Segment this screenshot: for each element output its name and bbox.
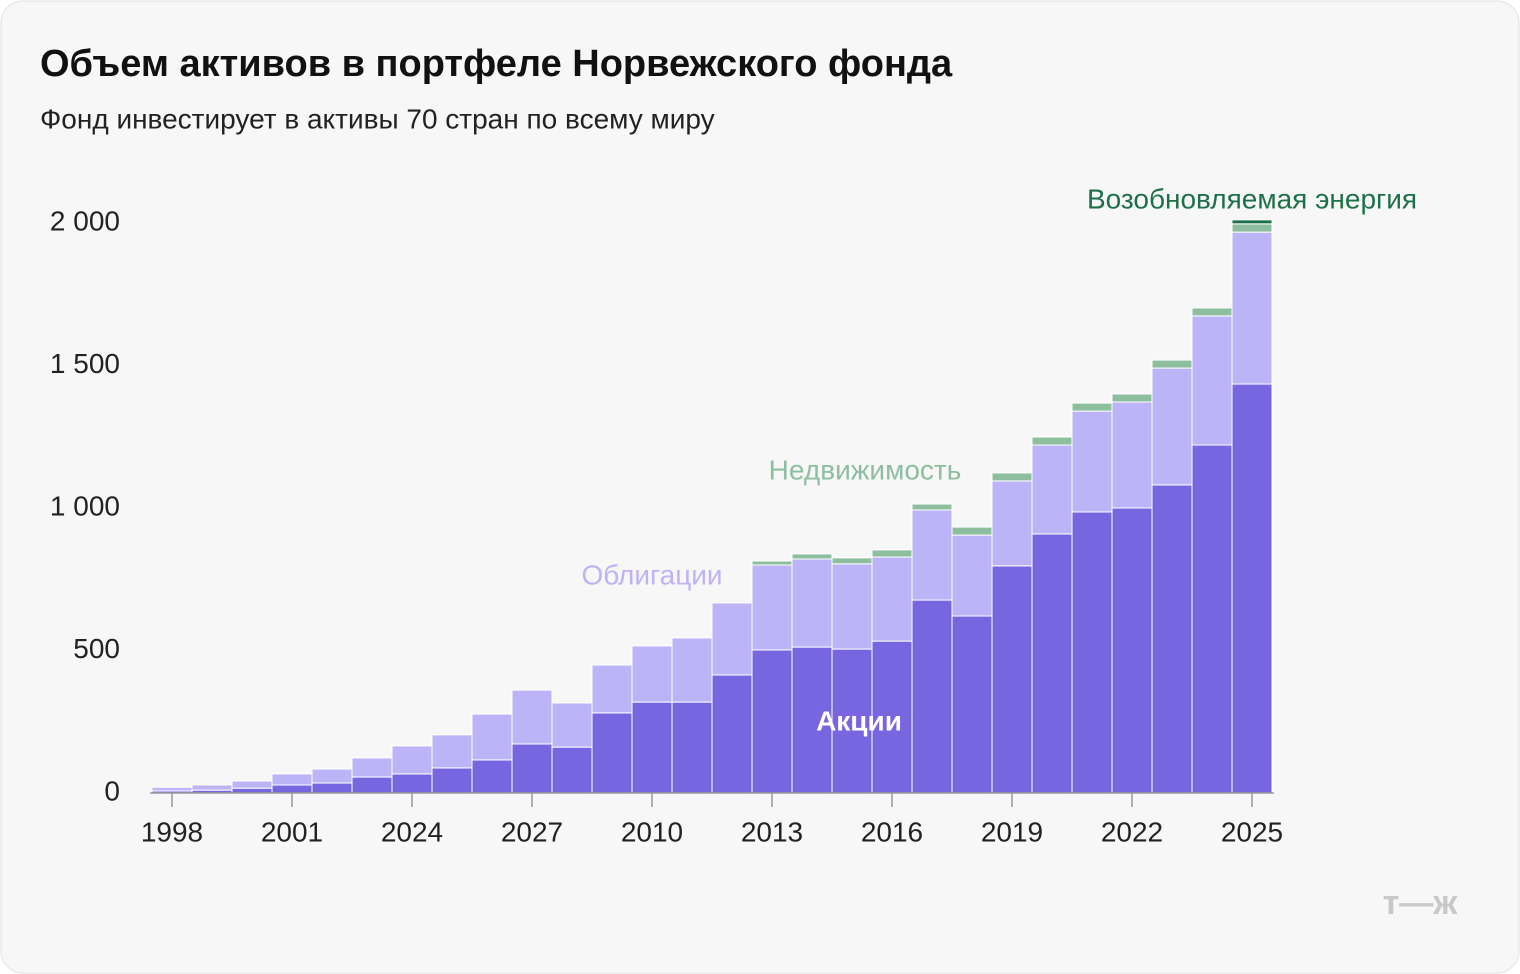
x-tick-label: 2024 (381, 816, 443, 847)
y-tick-label: 500 (73, 633, 120, 664)
x-tick-label: 2001 (261, 816, 323, 847)
bar-segment (311, 782, 353, 794)
chart-subtitle: Фонд инвестирует в активы 70 стран по вс… (40, 103, 715, 134)
bar-segment (191, 784, 233, 791)
bar-segment (791, 558, 833, 648)
series-label: Возобновляемая энергия (1087, 183, 1417, 214)
bar-segment (1071, 511, 1113, 794)
bar-segment (1231, 231, 1273, 385)
bar-segment (1231, 223, 1273, 233)
bar-segment (1151, 484, 1193, 794)
bar-segment (991, 480, 1033, 567)
bar-segment (831, 557, 873, 565)
bar-segment (671, 701, 713, 794)
bar-segment (951, 615, 993, 794)
bar-segment (991, 565, 1033, 794)
bar-segment (351, 757, 393, 778)
series-label: Акции (816, 705, 902, 736)
chart-title: Объем активов в портфеле Норвежского фон… (40, 43, 953, 85)
bar-segment (351, 776, 393, 794)
bar-segment (831, 563, 873, 650)
bar-segment (591, 712, 633, 794)
bar-segment (1031, 444, 1073, 535)
bar-segment (631, 645, 673, 703)
bar-segment (991, 472, 1033, 482)
bar-segment (271, 784, 313, 794)
bar-segment (471, 759, 513, 794)
bar-segment (1031, 533, 1073, 794)
x-tick-label: 2025 (1221, 816, 1283, 847)
bar-segment (631, 701, 673, 794)
y-tick-label: 1 500 (50, 348, 120, 379)
bar-segment (391, 773, 433, 794)
bar-segment (511, 743, 553, 794)
bar-segment (431, 767, 473, 794)
y-tick-label: 0 (104, 775, 120, 806)
bar-segment (1231, 383, 1273, 794)
bar-segment (551, 702, 593, 748)
bar-segment (591, 664, 633, 714)
bar-segment (271, 773, 313, 786)
x-tick-label: 2022 (1101, 816, 1163, 847)
bar-segment (951, 526, 993, 536)
x-tick-label: 2013 (741, 816, 803, 847)
series-label: Облигации (581, 559, 722, 590)
x-tick-label: 2016 (861, 816, 923, 847)
bar-segment (751, 649, 793, 794)
bar-segment (1111, 393, 1153, 403)
bar-segment (1191, 307, 1233, 317)
bar-segment (231, 780, 273, 789)
bar-segment (431, 734, 473, 769)
bar-segment (951, 534, 993, 617)
x-tick-label: 2010 (621, 816, 683, 847)
bar-segment (1071, 410, 1113, 513)
logo: т—ж (1383, 884, 1459, 922)
x-tick-label: 1998 (141, 816, 203, 847)
bar-segment (751, 560, 793, 566)
bar-segment (751, 564, 793, 651)
bar-segment (871, 549, 913, 558)
bar-segment (711, 674, 753, 794)
y-tick-label: 1 000 (50, 490, 120, 521)
bar-segment (311, 768, 353, 784)
bar-segment (1111, 401, 1153, 509)
bar-segment (711, 602, 753, 676)
bar-segment (1151, 359, 1193, 369)
bar-segment (911, 599, 953, 794)
bar-segment (791, 646, 833, 794)
x-tick-label: 2027 (501, 816, 563, 847)
bar-segment (391, 745, 433, 775)
series-label: Недвижимость (769, 454, 962, 485)
bar-segment (871, 556, 913, 642)
bar-segment (671, 637, 713, 703)
bar-segment (151, 786, 193, 792)
bar-segment (831, 648, 873, 794)
bar-segment (911, 503, 953, 511)
bar-segment (1031, 436, 1073, 446)
bar-segment (471, 713, 513, 761)
bar-segment (791, 553, 833, 560)
bar-segment (1231, 219, 1273, 225)
bar-segment (1111, 507, 1153, 794)
y-tick-label: 2 000 (50, 205, 120, 236)
bar-segment (511, 689, 553, 745)
bar-segment (911, 509, 953, 601)
x-tick-label: 2019 (981, 816, 1043, 847)
bar-segment (1071, 402, 1113, 412)
bar-segment (551, 746, 593, 794)
bar-segment (1151, 367, 1193, 486)
bar-segment (1191, 315, 1233, 446)
bar-segment (1191, 444, 1233, 794)
